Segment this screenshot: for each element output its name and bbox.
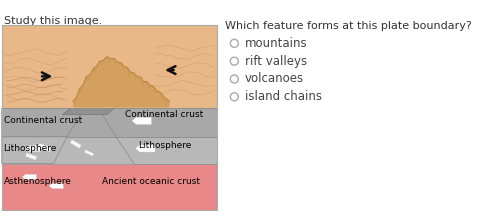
Polygon shape: [2, 137, 67, 164]
Polygon shape: [26, 153, 37, 160]
Polygon shape: [2, 108, 218, 137]
Polygon shape: [73, 57, 170, 107]
Text: Continental crust: Continental crust: [124, 110, 203, 119]
Polygon shape: [84, 150, 94, 156]
Polygon shape: [70, 140, 81, 148]
Polygon shape: [136, 145, 155, 152]
Text: Ancient oceanic crust: Ancient oceanic crust: [102, 177, 200, 186]
Polygon shape: [98, 108, 218, 137]
Text: Study this image.: Study this image.: [4, 16, 102, 26]
Text: Lithosphere: Lithosphere: [138, 141, 192, 150]
Text: rift valleys: rift valleys: [245, 55, 307, 68]
Text: Which feature forms at this plate boundary?: Which feature forms at this plate bounda…: [224, 21, 472, 31]
Polygon shape: [2, 25, 218, 108]
Text: volcanoes: volcanoes: [245, 72, 304, 85]
Text: island chains: island chains: [245, 90, 322, 103]
Text: Lithosphere: Lithosphere: [4, 144, 57, 153]
Polygon shape: [2, 137, 218, 164]
Polygon shape: [116, 137, 218, 164]
Polygon shape: [2, 108, 84, 137]
Polygon shape: [22, 174, 36, 180]
Polygon shape: [2, 164, 218, 210]
Polygon shape: [62, 33, 196, 115]
Polygon shape: [38, 143, 51, 152]
Text: mountains: mountains: [245, 37, 308, 50]
Text: Asthenosphere: Asthenosphere: [4, 177, 71, 186]
Polygon shape: [132, 117, 152, 124]
Polygon shape: [49, 183, 64, 189]
Text: Continental crust: Continental crust: [4, 116, 82, 125]
Polygon shape: [25, 145, 41, 152]
